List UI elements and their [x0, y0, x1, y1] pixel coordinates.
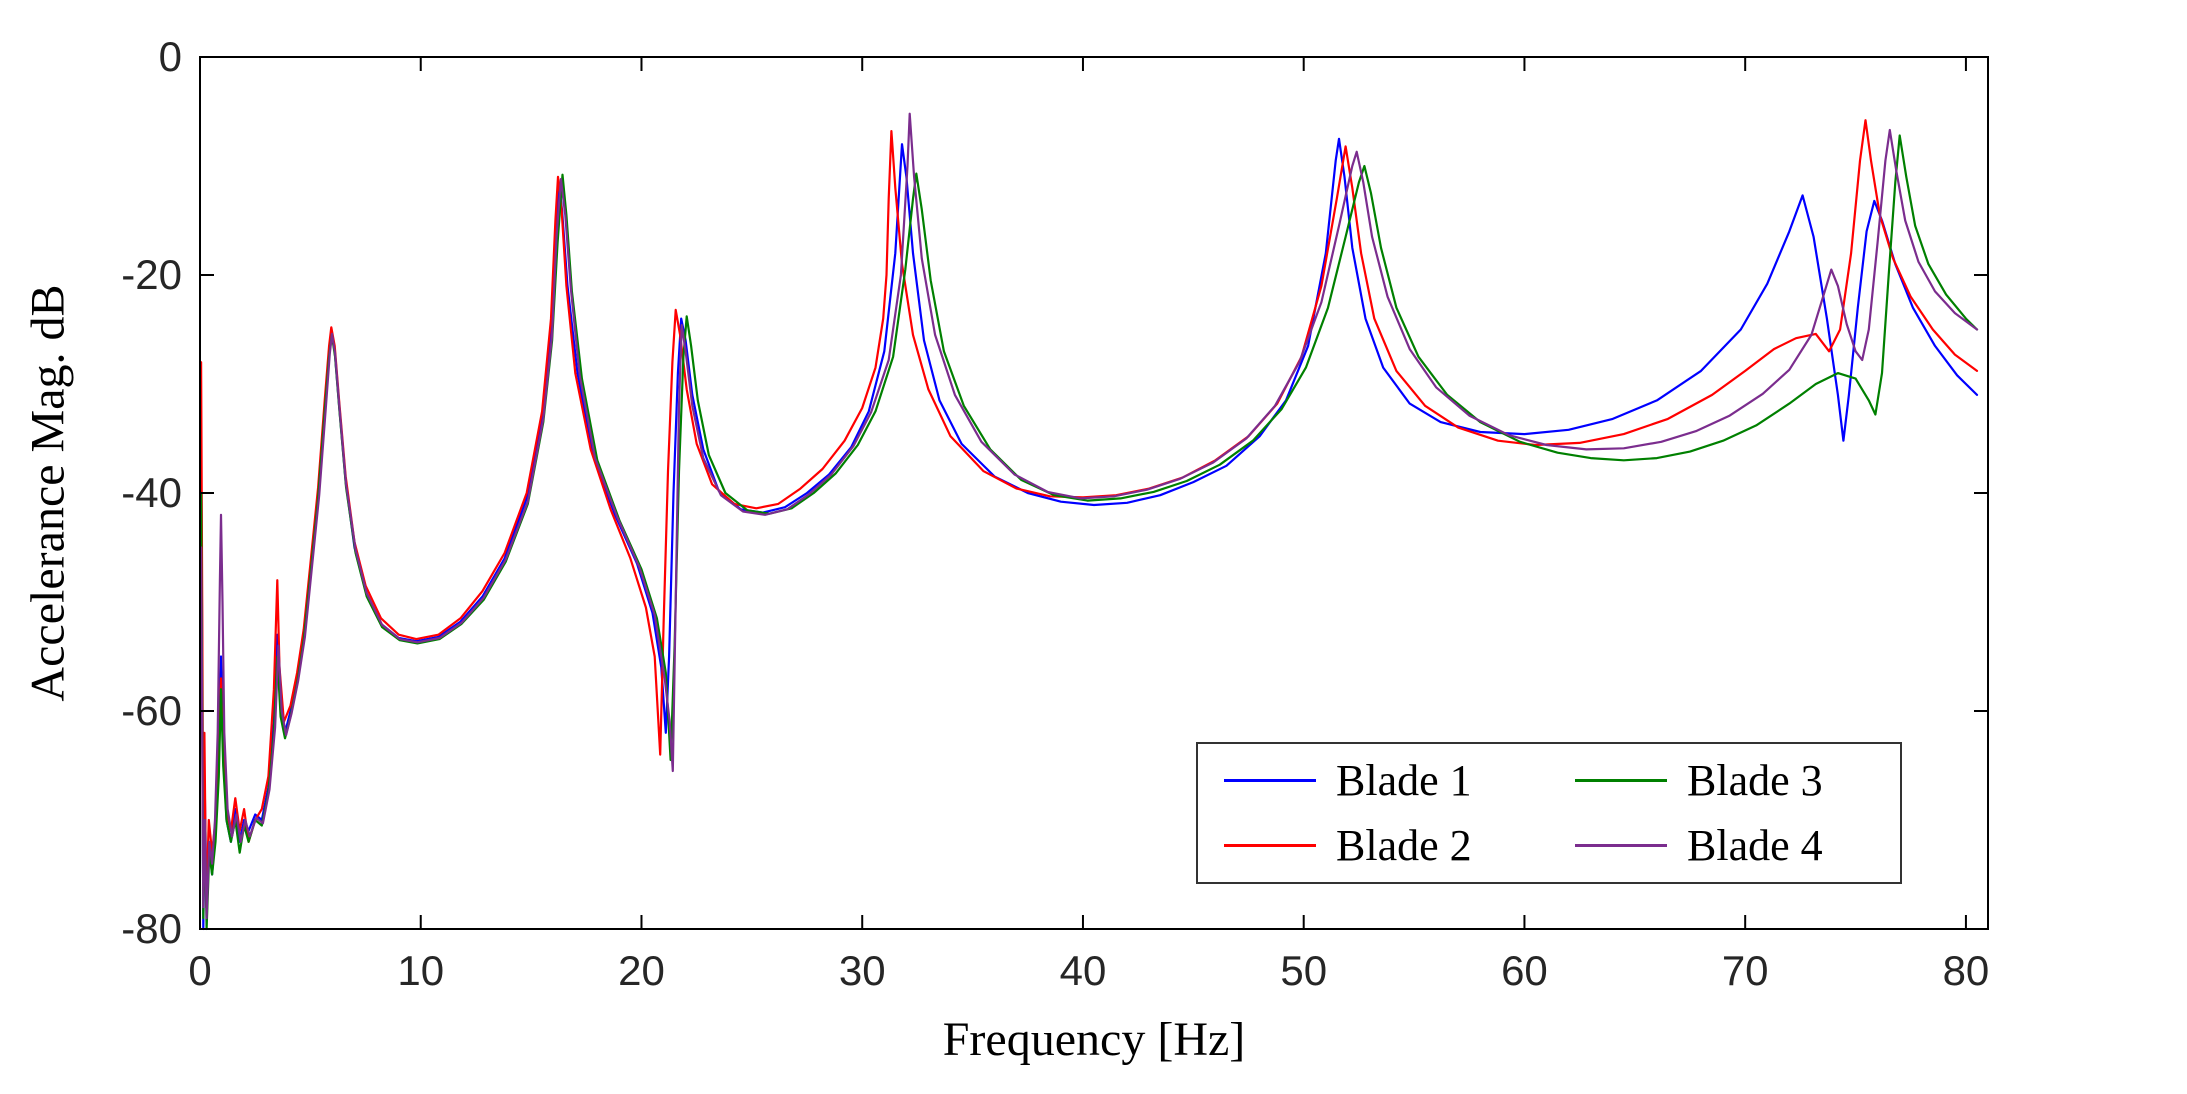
- x-tick-label: 70: [1722, 947, 1769, 994]
- y-tick-label: -20: [121, 251, 182, 298]
- x-tick-label: 50: [1280, 947, 1327, 994]
- legend: Blade 1 Blade 2 Blade 3 Blade 4: [1196, 742, 1902, 884]
- x-tick-label: 40: [1060, 947, 1107, 994]
- x-axis-label: Frequency [Hz]: [942, 1013, 1246, 1066]
- x-tick-label: 30: [839, 947, 886, 994]
- legend-label-blade-2: Blade 2: [1336, 821, 1472, 870]
- y-tick-label: -60: [121, 687, 182, 734]
- legend-line-blade-3-icon: [1575, 779, 1667, 782]
- y-tick-label: 0: [159, 33, 182, 80]
- legend-line-blade-1-icon: [1224, 779, 1316, 782]
- legend-line-blade-4-icon: [1575, 844, 1667, 847]
- legend-item-blade-4: Blade 4: [1549, 813, 1900, 878]
- series-line-blade-2: [200, 119, 1979, 909]
- x-tick-label: 60: [1501, 947, 1548, 994]
- y-tick-label: -80: [121, 905, 182, 952]
- y-tick-label: -40: [121, 469, 182, 516]
- y-axis-label: Accelerance Mag. dB: [21, 284, 75, 702]
- legend-item-blade-1: Blade 1: [1198, 748, 1549, 813]
- legend-label-blade-4: Blade 4: [1687, 821, 1823, 870]
- legend-label-blade-1: Blade 1: [1336, 756, 1472, 805]
- legend-item-blade-3: Blade 3: [1549, 748, 1900, 813]
- series-line-blade-4: [200, 112, 1979, 920]
- x-tick-label: 0: [188, 947, 211, 994]
- legend-label-blade-3: Blade 3: [1687, 756, 1823, 805]
- legend-line-blade-2-icon: [1224, 844, 1316, 847]
- x-tick-label: 10: [397, 947, 444, 994]
- x-tick-label: 80: [1943, 947, 1990, 994]
- legend-item-blade-2: Blade 2: [1198, 813, 1549, 878]
- x-tick-label: 20: [618, 947, 665, 994]
